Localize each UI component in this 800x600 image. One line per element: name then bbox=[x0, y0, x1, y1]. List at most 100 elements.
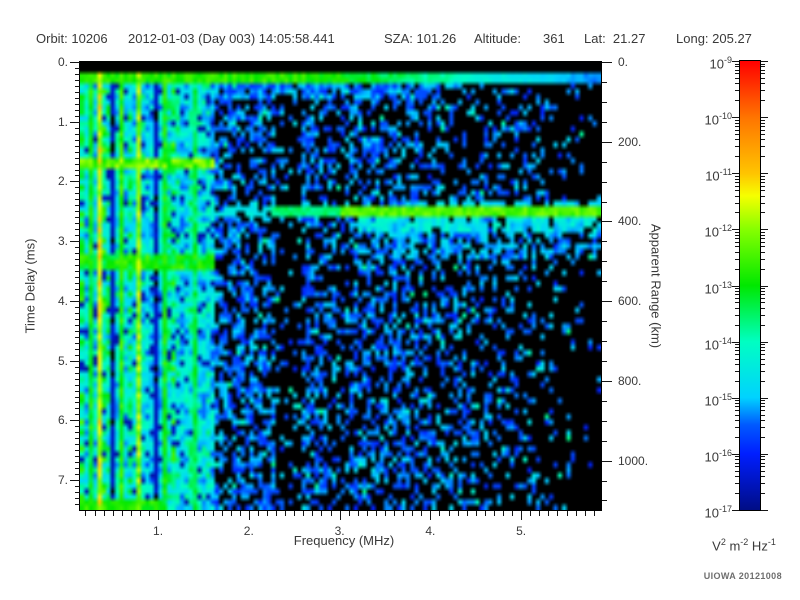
x-tick-label: 5. bbox=[516, 524, 527, 538]
colorbar-minor-tick bbox=[735, 146, 739, 147]
y-minor-tick bbox=[75, 253, 80, 254]
x-minor-tick bbox=[267, 511, 268, 516]
colorbar-minor-tick bbox=[761, 410, 765, 411]
colorbar-minor-tick bbox=[761, 483, 765, 484]
colorbar-minor-tick bbox=[735, 100, 739, 101]
colorbar-major-tick bbox=[761, 342, 768, 343]
y2-tick-label: 400. bbox=[618, 214, 642, 229]
colorbar-minor-tick bbox=[761, 420, 765, 421]
y2-tick-label: 1000. bbox=[618, 453, 649, 468]
x-minor-tick bbox=[439, 511, 440, 516]
colorbar-major-tick bbox=[732, 173, 739, 174]
y-major-tick bbox=[70, 420, 80, 421]
y-minor-tick bbox=[75, 128, 80, 129]
colorbar-minor-tick bbox=[735, 235, 739, 236]
y-tick-label: 6. bbox=[57, 413, 68, 428]
colorbar-minor-tick bbox=[735, 120, 739, 121]
y-major-tick bbox=[70, 301, 80, 302]
x-tick-label: 3. bbox=[334, 524, 345, 538]
y-tick-label: 0. bbox=[57, 55, 68, 69]
colorbar-major-tick bbox=[761, 286, 768, 287]
colorbar-major-tick bbox=[732, 61, 739, 62]
x-minor-tick bbox=[85, 511, 86, 516]
y2-minor-tick bbox=[602, 202, 607, 203]
x-minor-tick bbox=[176, 511, 177, 516]
x-minor-tick bbox=[185, 511, 186, 516]
colorbar-minor-tick bbox=[735, 190, 739, 191]
y-minor-tick bbox=[75, 444, 80, 445]
x-minor-tick bbox=[222, 511, 223, 516]
y-minor-tick bbox=[75, 68, 80, 69]
x-minor-tick bbox=[594, 511, 595, 516]
x-minor-tick bbox=[485, 511, 486, 516]
y2-major-tick bbox=[602, 301, 612, 302]
y-minor-tick bbox=[75, 456, 80, 457]
colorbar-major-tick bbox=[732, 342, 739, 343]
colorbar bbox=[739, 60, 761, 511]
y-minor-tick bbox=[75, 74, 80, 75]
colorbar-minor-tick bbox=[735, 403, 739, 404]
x-minor-tick bbox=[412, 511, 413, 516]
colorbar-minor-tick bbox=[761, 466, 765, 467]
colorbar-gradient bbox=[740, 61, 760, 510]
y-tick-label: 2. bbox=[57, 174, 68, 189]
colorbar-minor-tick bbox=[761, 269, 765, 270]
x-minor-tick bbox=[321, 511, 322, 516]
colorbar-minor-tick bbox=[761, 176, 765, 177]
colorbar-minor-tick bbox=[761, 259, 765, 260]
colorbar-minor-tick bbox=[761, 83, 765, 84]
y-major-tick bbox=[70, 480, 80, 481]
x-minor-tick bbox=[476, 511, 477, 516]
colorbar-minor-tick bbox=[761, 186, 765, 187]
colorbar-tick-label: 10-15 bbox=[704, 392, 732, 409]
colorbar-minor-tick bbox=[735, 176, 739, 177]
y2-minor-tick bbox=[602, 421, 607, 422]
colorbar-minor-tick bbox=[761, 459, 765, 460]
colorbar-minor-tick bbox=[761, 463, 765, 464]
x-minor-tick bbox=[385, 511, 386, 516]
colorbar-minor-tick bbox=[761, 344, 765, 345]
altitude-label: Altitude: bbox=[474, 31, 521, 46]
x-tick-label: 4. bbox=[425, 524, 436, 538]
y-minor-tick bbox=[75, 271, 80, 272]
colorbar-minor-tick bbox=[761, 190, 765, 191]
colorbar-minor-tick bbox=[761, 403, 765, 404]
colorbar-minor-tick bbox=[761, 252, 765, 253]
y2-tick-label: 600. bbox=[618, 294, 642, 309]
x-minor-tick bbox=[285, 511, 286, 516]
y-minor-tick bbox=[75, 343, 80, 344]
y-major-tick bbox=[70, 122, 80, 123]
colorbar-minor-tick bbox=[761, 308, 765, 309]
colorbar-minor-tick bbox=[761, 64, 765, 65]
y-major-tick bbox=[70, 62, 80, 63]
y-minor-tick bbox=[75, 504, 80, 505]
y-major-tick bbox=[70, 181, 80, 182]
colorbar-tick-label: 10-10 bbox=[704, 111, 732, 128]
colorbar-minor-tick bbox=[735, 400, 739, 401]
y-minor-tick bbox=[75, 164, 80, 165]
colorbar-minor-tick bbox=[761, 238, 765, 239]
x-minor-tick bbox=[140, 511, 141, 516]
x-minor-tick bbox=[167, 511, 168, 516]
y-minor-tick bbox=[75, 146, 80, 147]
colorbar-minor-tick bbox=[735, 325, 739, 326]
colorbar-major-tick bbox=[732, 229, 739, 230]
y-tick-label: 7. bbox=[57, 473, 68, 488]
colorbar-minor-tick bbox=[735, 259, 739, 260]
colorbar-major-tick bbox=[761, 117, 768, 118]
y-minor-tick bbox=[75, 235, 80, 236]
colorbar-minor-tick bbox=[735, 242, 739, 243]
colorbar-minor-tick bbox=[761, 90, 765, 91]
colorbar-minor-tick bbox=[735, 288, 739, 289]
colorbar-minor-tick bbox=[761, 437, 765, 438]
colorbar-minor-tick bbox=[735, 134, 739, 135]
x-minor-tick bbox=[467, 511, 468, 516]
y-minor-tick bbox=[75, 438, 80, 439]
colorbar-minor-tick bbox=[761, 493, 765, 494]
colorbar-minor-tick bbox=[761, 476, 765, 477]
y-minor-tick bbox=[75, 80, 80, 81]
y-minor-tick bbox=[75, 355, 80, 356]
colorbar-major-tick bbox=[761, 229, 768, 230]
colorbar-minor-tick bbox=[735, 238, 739, 239]
y-minor-tick bbox=[75, 277, 80, 278]
